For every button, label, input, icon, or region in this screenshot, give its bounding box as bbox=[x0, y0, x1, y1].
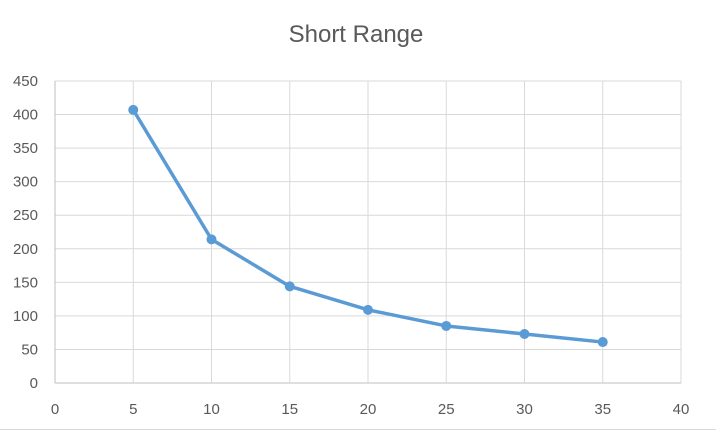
x-tick-label: 15 bbox=[281, 401, 298, 418]
tick-labels: 0 50 100 150 200 250 300 350 400 450 0 5 10 15 20 25 30 3… bbox=[13, 73, 689, 418]
y-tick-label: 300 bbox=[13, 174, 38, 191]
x-tick-label: 40 bbox=[673, 401, 690, 418]
y-tick-label: 200 bbox=[13, 241, 38, 258]
x-tick-label: 20 bbox=[360, 401, 377, 418]
gridlines bbox=[55, 80, 682, 383]
x-tick-label: 5 bbox=[129, 401, 137, 418]
axes bbox=[54, 81, 681, 384]
x-tick-label: 25 bbox=[438, 401, 455, 418]
y-tick-label: 150 bbox=[13, 274, 38, 291]
chart-title: Short Range bbox=[289, 21, 424, 48]
y-tick-label: 100 bbox=[13, 308, 38, 325]
series-layer bbox=[128, 104, 608, 348]
data-point bbox=[206, 234, 217, 245]
chart-frame-bottom bbox=[0, 429, 716, 430]
y-tick-label: 50 bbox=[21, 341, 38, 358]
y-tick-label: 450 bbox=[13, 73, 38, 90]
y-tick-label: 400 bbox=[13, 107, 38, 124]
x-tick-label: 10 bbox=[203, 401, 220, 418]
x-tick-label: 30 bbox=[516, 401, 533, 418]
y-tick-label: 350 bbox=[13, 140, 38, 157]
data-point bbox=[284, 281, 295, 292]
data-point bbox=[597, 337, 608, 348]
x-tick-label: 35 bbox=[594, 401, 611, 418]
data-point bbox=[363, 304, 373, 315]
x-tick-label: 0 bbox=[51, 401, 59, 418]
y-tick-label: 0 bbox=[30, 375, 38, 392]
data-point bbox=[519, 329, 530, 340]
y-tick-label: 250 bbox=[13, 207, 38, 224]
data-point bbox=[128, 104, 139, 115]
data-point bbox=[441, 320, 452, 331]
